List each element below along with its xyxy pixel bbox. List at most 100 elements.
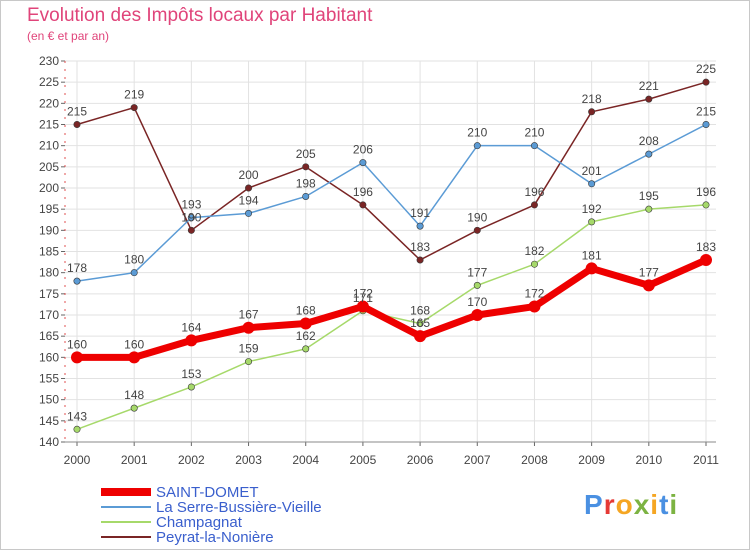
- y-tick-label: 155: [39, 372, 59, 386]
- data-label: 160: [67, 337, 87, 351]
- brand-letter: r: [603, 489, 616, 520]
- x-tick-label: 2003: [235, 453, 262, 467]
- data-point: [242, 321, 255, 334]
- data-label: 182: [524, 244, 544, 258]
- data-label: 190: [181, 210, 201, 224]
- data-label: 177: [467, 265, 487, 279]
- data-point: [530, 260, 538, 268]
- data-label: 201: [582, 164, 602, 178]
- y-tick-label: 205: [39, 160, 59, 174]
- data-label: 143: [67, 409, 87, 423]
- chart-title: Evolution des Impôts locaux par Habitant: [27, 5, 373, 26]
- data-point: [130, 404, 138, 412]
- y-tick-label: 180: [39, 266, 59, 280]
- data-point: [416, 319, 424, 327]
- brand-letter: t: [659, 489, 670, 520]
- data-label: 168: [296, 303, 316, 317]
- data-point: [645, 205, 653, 213]
- y-tick-label: 215: [39, 118, 59, 132]
- data-point: [245, 209, 253, 217]
- y-tick-label: 230: [39, 54, 59, 68]
- legend-swatch: [101, 506, 151, 508]
- data-point: [473, 281, 481, 289]
- brand-logo: Proxiti: [584, 489, 678, 521]
- data-point: [359, 159, 367, 167]
- legend-label: La Serre-Bussière-Vieille: [156, 499, 322, 516]
- x-tick-label: 2000: [64, 453, 91, 467]
- data-point: [245, 184, 253, 192]
- data-label: 210: [524, 126, 544, 140]
- data-point: [416, 256, 424, 264]
- data-label: 191: [410, 206, 430, 220]
- legend-swatch: [101, 521, 151, 523]
- data-point: [585, 262, 598, 275]
- data-point: [185, 334, 198, 347]
- series-line-3: [76, 81, 707, 261]
- data-label: 160: [124, 337, 144, 351]
- data-point: [302, 163, 310, 171]
- data-label: 218: [582, 92, 602, 106]
- data-label: 194: [239, 193, 259, 207]
- data-point: [645, 150, 653, 158]
- series-line-2: [76, 204, 707, 431]
- series-line-1: [76, 123, 707, 282]
- series-line-0: [77, 256, 708, 361]
- data-label: 221: [639, 79, 659, 93]
- data-label: 198: [296, 176, 316, 190]
- y-tick-label: 220: [39, 96, 59, 110]
- data-point: [473, 226, 481, 234]
- data-label: 183: [696, 240, 716, 254]
- legend-label: SAINT-DOMET: [156, 484, 259, 501]
- data-label: 181: [582, 248, 602, 262]
- legend-swatch: [101, 488, 151, 496]
- data-point: [471, 309, 484, 321]
- data-label: 170: [467, 295, 487, 309]
- brand-letter: i: [669, 489, 679, 520]
- data-label: 215: [696, 105, 716, 119]
- data-point: [130, 269, 138, 277]
- y-tick-label: 165: [39, 329, 59, 343]
- data-point: [416, 222, 424, 230]
- data-label: 153: [181, 367, 201, 381]
- x-tick-label: 2001: [121, 453, 148, 467]
- data-label: 162: [296, 329, 316, 343]
- data-point: [588, 180, 596, 188]
- data-point: [528, 300, 541, 313]
- y-tick-label: 160: [39, 350, 59, 364]
- y-tick-label: 225: [39, 75, 59, 89]
- data-point: [702, 78, 710, 86]
- data-point: [302, 345, 310, 353]
- chart-subtitle: (en € et par an): [27, 29, 110, 43]
- data-point: [588, 108, 596, 116]
- y-tick-label: 175: [39, 287, 59, 301]
- data-point: [359, 201, 367, 209]
- y-tick-label: 170: [39, 308, 59, 322]
- data-point: [245, 358, 253, 366]
- data-label: 165: [410, 316, 430, 330]
- data-label: 225: [696, 62, 716, 76]
- data-label: 196: [696, 185, 716, 199]
- data-point: [414, 330, 427, 343]
- data-point: [187, 383, 195, 391]
- data-label: 171: [353, 291, 373, 305]
- data-point: [73, 121, 81, 129]
- x-tick-label: 2007: [464, 453, 491, 467]
- data-label: 210: [467, 126, 487, 140]
- data-label: 208: [639, 134, 659, 148]
- data-label: 219: [124, 88, 144, 102]
- data-point: [642, 279, 655, 292]
- x-tick-label: 2011: [693, 453, 719, 467]
- data-point: [702, 121, 710, 129]
- data-point: [187, 226, 195, 234]
- data-point: [187, 214, 195, 222]
- data-point: [530, 201, 538, 209]
- data-label: 177: [639, 265, 659, 279]
- x-tick-label: 2004: [292, 453, 319, 467]
- y-tick-label: 195: [39, 202, 59, 216]
- data-label: 200: [239, 168, 259, 182]
- data-point: [473, 142, 481, 150]
- data-label: 164: [181, 320, 201, 334]
- brand-letter: P: [584, 489, 604, 520]
- x-tick-label: 2006: [407, 453, 434, 467]
- data-point: [302, 192, 310, 200]
